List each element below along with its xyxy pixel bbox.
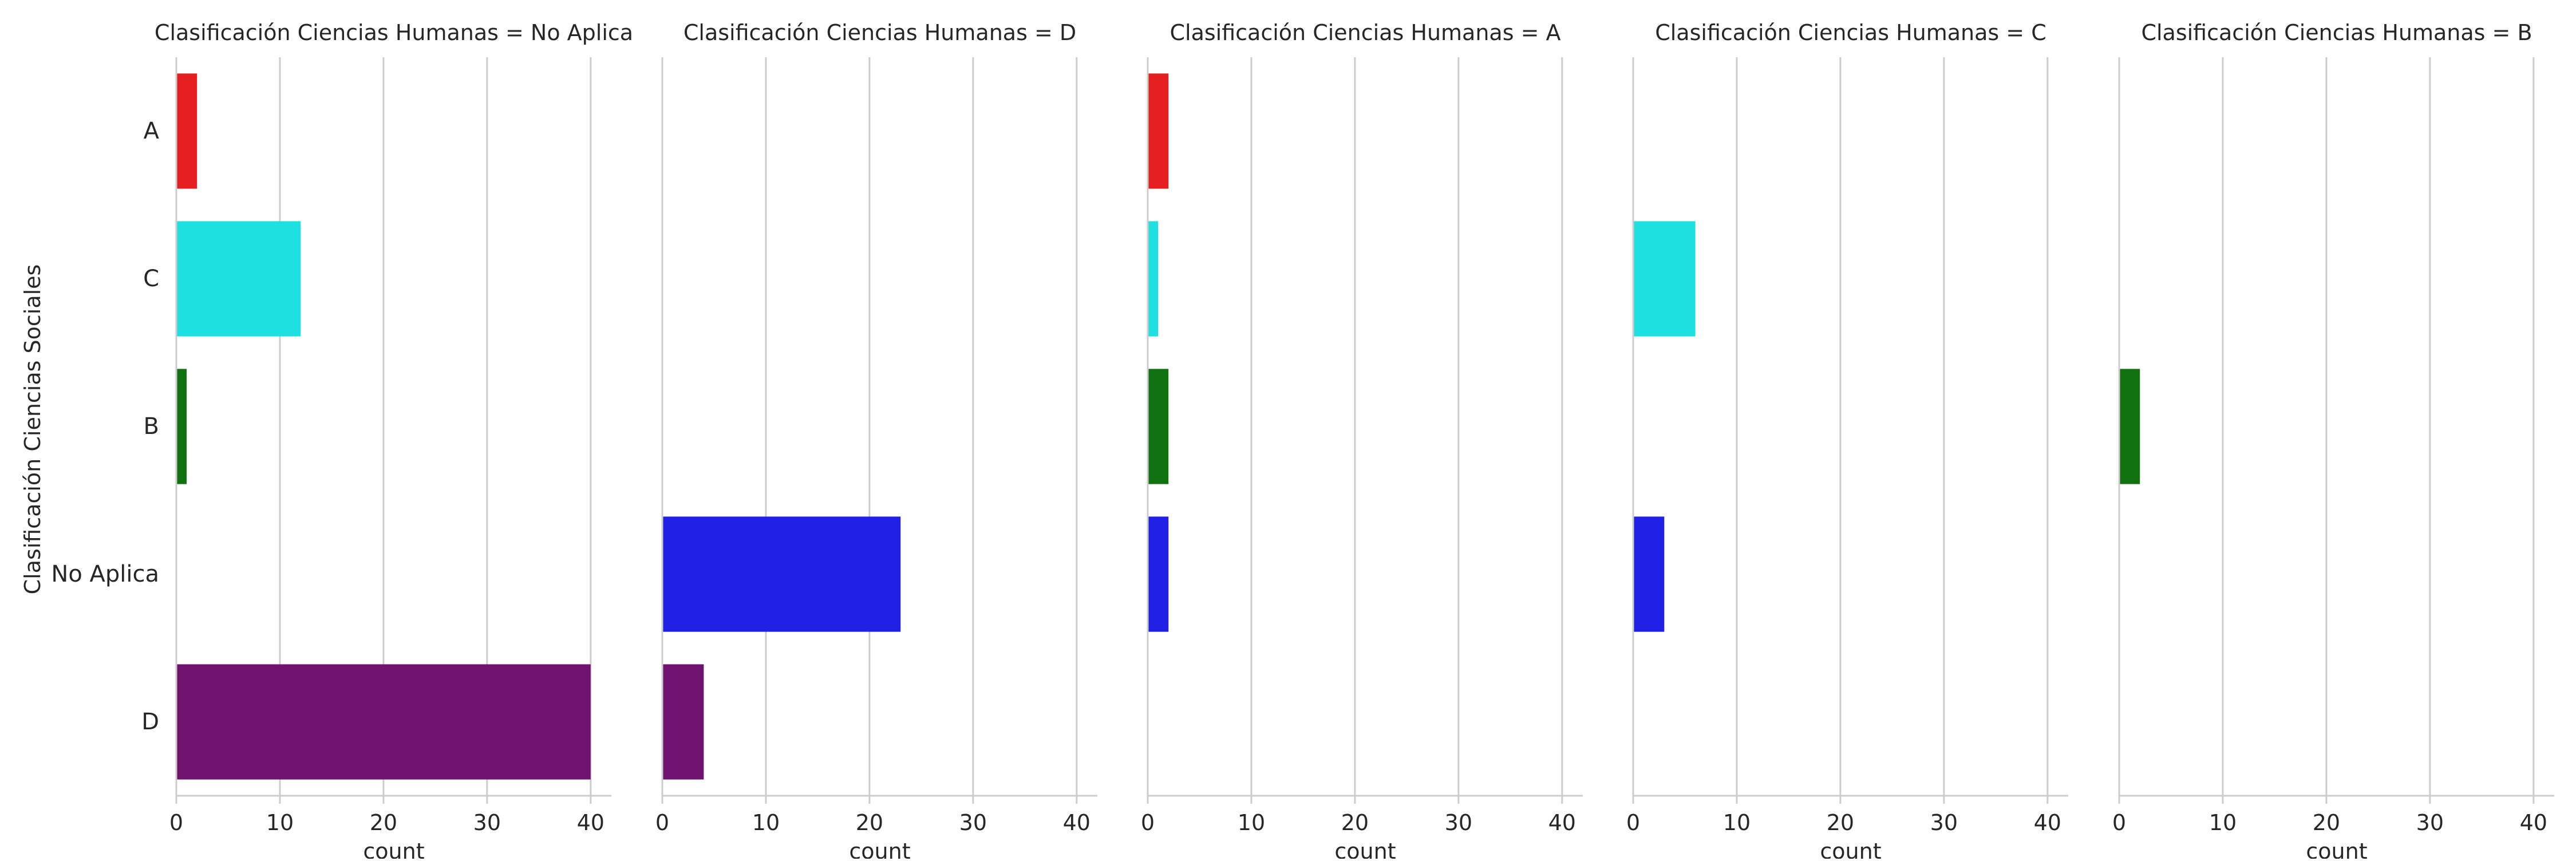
x-tick-label: 10	[266, 810, 294, 835]
x-tick-label: 0	[2112, 810, 2126, 835]
facet-title: Clasificación Ciencias Humanas = C	[1655, 20, 2046, 45]
x-tick-label: 20	[1341, 810, 1369, 835]
x-axis-title: count	[2306, 839, 2367, 859]
bar	[176, 221, 301, 337]
facet-panel: 0 10 20 30 40 count Clasificación Ciencias Hum…	[2112, 20, 2554, 861]
facet-title: Clasificación Ciencias Humanas = A	[1170, 20, 1561, 45]
x-tick-label: 40	[577, 810, 605, 835]
x-axis-title: count	[1334, 839, 1396, 859]
bar	[176, 664, 591, 780]
bar	[1633, 221, 1696, 337]
bar	[662, 664, 704, 780]
x-tick-label: 30	[1445, 810, 1472, 835]
x-tick-label: 40	[1063, 810, 1091, 835]
y-tick-label: A	[144, 118, 160, 144]
bar	[1148, 516, 1169, 632]
x-tick-label: 0	[1141, 810, 1155, 835]
x-tick-label: 0	[655, 810, 669, 835]
x-tick-label: 30	[2416, 810, 2444, 835]
facet-panel: 0 10 20 30 40 count Clasificación Ciencias Hum…	[51, 20, 633, 861]
y-axis-title: Clasificación Ciencias Sociales	[20, 264, 45, 595]
y-tick-label: No Aplica	[51, 561, 159, 587]
bar	[176, 73, 197, 189]
x-axis-title: count	[849, 839, 910, 859]
x-tick-label: 40	[1548, 810, 1576, 835]
x-axis-title: count	[1820, 839, 1881, 859]
x-tick-label: 0	[1626, 810, 1640, 835]
x-tick-label: 10	[1723, 810, 1751, 835]
x-tick-label: 0	[169, 810, 183, 835]
x-tick-label: 30	[959, 810, 987, 835]
facet-title: Clasificación Ciencias Humanas = B	[2141, 20, 2532, 45]
bar	[1633, 516, 1665, 632]
bar	[1148, 221, 1159, 337]
facet-panel: 0 10 20 30 40 count Clasificación Ciencias Hum…	[1141, 20, 1583, 861]
bar	[1148, 369, 1169, 484]
y-tick-label: C	[143, 266, 159, 292]
facet-panel: 0 10 20 30 40 count Clasificación Ciencias Hum…	[655, 20, 1097, 861]
bar	[2119, 369, 2140, 484]
x-axis-title: count	[363, 839, 424, 859]
x-tick-label: 10	[2209, 810, 2237, 835]
x-tick-label: 30	[1930, 810, 1958, 835]
x-tick-label: 40	[2520, 810, 2547, 835]
bar	[176, 369, 187, 484]
x-tick-label: 20	[2313, 810, 2340, 835]
bar	[662, 516, 901, 632]
x-tick-label: 20	[1827, 810, 1854, 835]
x-tick-label: 20	[370, 810, 397, 835]
y-tick-label: B	[144, 413, 159, 440]
facet-title: Clasificación Ciencias Humanas = No Apli…	[155, 20, 633, 45]
facet-title: Clasificación Ciencias Humanas = D	[683, 20, 1076, 45]
bar	[1148, 73, 1169, 189]
y-tick-label: D	[141, 709, 159, 735]
facet-panel: 0 10 20 30 40 count Clasificación Ciencias Hum…	[1626, 20, 2068, 861]
x-tick-label: 40	[2034, 810, 2061, 835]
x-tick-label: 20	[856, 810, 883, 835]
x-tick-label: 30	[473, 810, 501, 835]
x-tick-label: 10	[1238, 810, 1265, 835]
x-tick-label: 10	[752, 810, 780, 835]
